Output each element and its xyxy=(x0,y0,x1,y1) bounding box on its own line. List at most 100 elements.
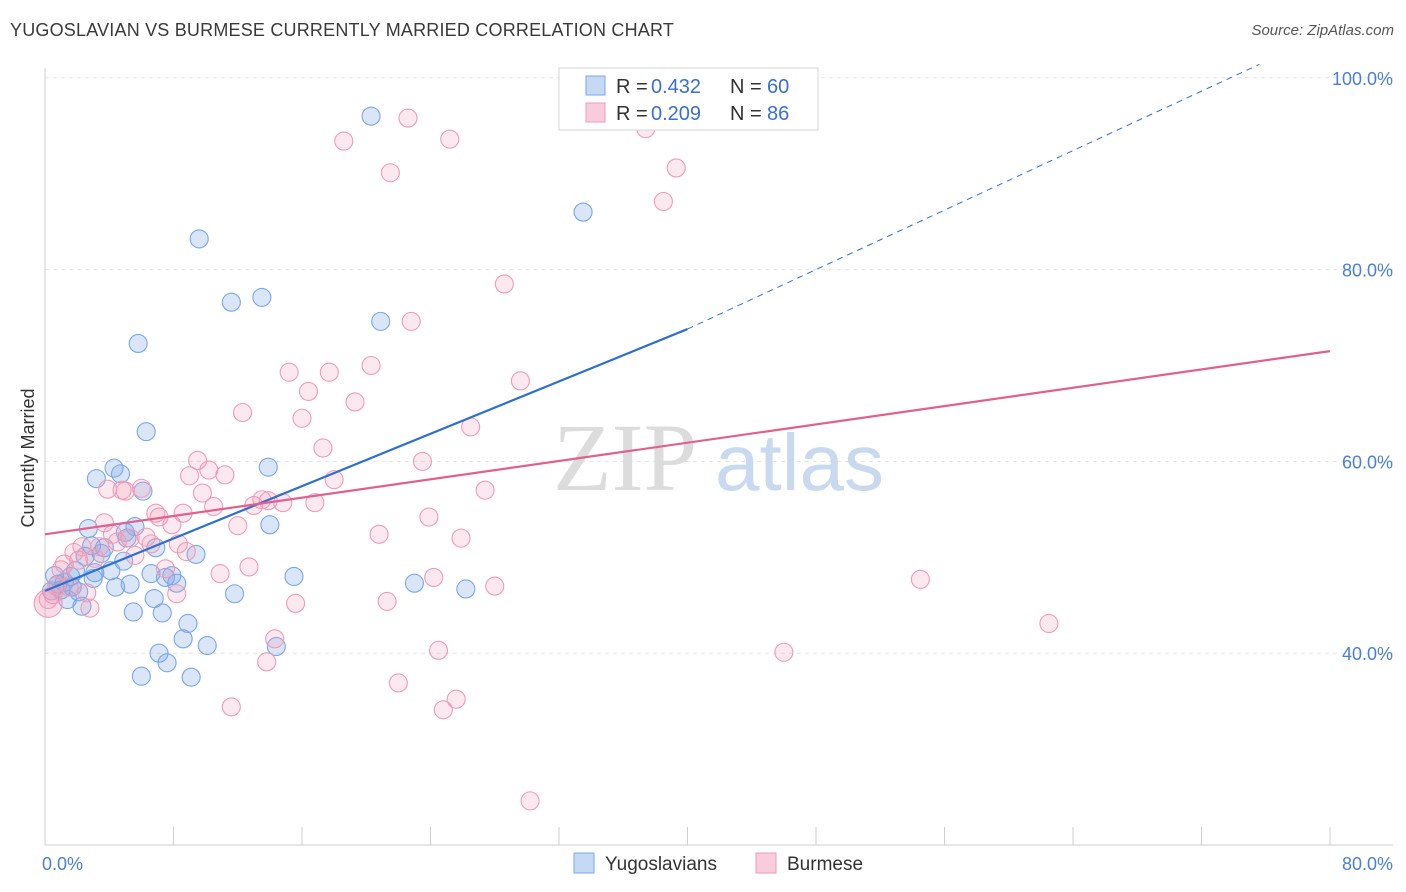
watermark-zip: ZIP xyxy=(553,404,697,511)
burmese-point-32 xyxy=(192,483,212,503)
legend-n-value-1: 60 xyxy=(767,76,789,98)
burmese-point-43 xyxy=(257,652,277,672)
burmese-trend-line xyxy=(44,350,1331,536)
legend-n-label-2: N = xyxy=(730,103,762,125)
yugoslavian-point-55 xyxy=(573,202,593,222)
burmese-point-58 xyxy=(377,591,397,611)
burmese-point-49 xyxy=(298,381,318,401)
burmese-point-85 xyxy=(424,567,444,587)
y-tick-label-1: 60.0% xyxy=(1342,452,1393,472)
yugoslavian-point-20 xyxy=(110,464,131,484)
yugoslavian-point-27 xyxy=(131,666,151,686)
legend-r-label-1: R = xyxy=(616,76,648,98)
burmese-point-47 xyxy=(286,593,306,613)
burmese-point-15 xyxy=(107,532,127,552)
burmese-point-17 xyxy=(115,481,135,501)
yugoslavian-point-37 xyxy=(167,573,187,593)
burmese-point-81 xyxy=(1039,613,1059,634)
legend-bottom: Yugoslavians Burmese xyxy=(573,852,863,875)
burmese-point-64 xyxy=(419,507,439,527)
burmese-point-36 xyxy=(215,465,235,485)
yugoslavian-point-46 xyxy=(252,287,272,307)
yugoslavian-point-54 xyxy=(456,579,476,599)
burmese-point-66 xyxy=(433,700,453,720)
watermark-atlas: atlas xyxy=(715,418,884,507)
watermark: ZIP atlas xyxy=(553,404,884,511)
yugoslavian-point-52 xyxy=(371,311,391,331)
yugoslavian-point-44 xyxy=(221,292,241,312)
yugoslavian-point-29 xyxy=(136,422,156,442)
yugoslavian-point-42 xyxy=(189,229,209,249)
yugoslavian-point-51 xyxy=(361,106,381,126)
burmese-point-79 xyxy=(774,642,794,662)
burmese-point-20 xyxy=(131,478,151,498)
burmese-point-52 xyxy=(319,362,339,382)
burmese-point-60 xyxy=(388,673,408,693)
yugoslavian-point-39 xyxy=(178,613,198,634)
burmese-point-21 xyxy=(136,527,156,547)
burmese-point-56 xyxy=(361,355,381,376)
burmese-point-80 xyxy=(910,569,930,589)
burmese-point-73 xyxy=(494,274,514,294)
burmese-point-11 xyxy=(90,537,110,557)
burmese-point-48 xyxy=(292,408,312,428)
bottom-legend-burmese: Burmese xyxy=(787,854,863,875)
burmese-point-38 xyxy=(228,516,248,536)
burmese-point-35 xyxy=(210,564,230,584)
x-tick-labels: 0.0% 80.0% xyxy=(42,854,1393,874)
y-tick-labels: 40.0% 60.0% 80.0% 100.0% xyxy=(1332,69,1393,664)
yugoslavian-trend-line xyxy=(44,328,688,592)
y-tick-label-3: 100.0% xyxy=(1332,69,1393,89)
yugoslavian-point-48 xyxy=(260,515,280,535)
burmese-point-25 xyxy=(155,559,176,579)
yugoslavian-point-31 xyxy=(144,588,164,609)
legend-swatch-burmese xyxy=(585,102,606,123)
legend-swatch-yugoslavians xyxy=(585,75,606,96)
yugoslavian-point-40 xyxy=(181,667,201,687)
burmese-point-37 xyxy=(221,697,241,717)
burmese-point-large xyxy=(33,588,63,618)
bottom-legend-swatch-yugoslavians xyxy=(573,852,595,874)
x-tick-label-0: 0.0% xyxy=(42,854,83,874)
yugoslavian-point-23 xyxy=(120,574,140,594)
burmese-point-69 xyxy=(451,528,471,548)
yugoslavian-point-43 xyxy=(197,635,217,656)
yugoslavian-point-34 xyxy=(152,603,172,623)
yugoslavian-point-24 xyxy=(123,602,143,622)
burmese-point-54 xyxy=(334,131,354,151)
burmese-point-55 xyxy=(345,392,365,412)
bottom-legend-yugoslavians: Yugoslavians xyxy=(605,854,717,875)
legend-top: R = 0.432 N = 60 R = 0.209 N = 86 xyxy=(558,67,819,131)
axes xyxy=(44,68,1393,846)
burmese-point-75 xyxy=(520,791,540,811)
yugoslavian-point-47 xyxy=(258,457,278,477)
source-label: Source: ZipAtlas.com xyxy=(1251,22,1394,39)
trend-lines xyxy=(44,63,1331,592)
burmese-point-39 xyxy=(233,402,253,423)
burmese-point-29 xyxy=(176,541,196,562)
burmese-point-3 xyxy=(51,560,71,580)
burmese-point-59 xyxy=(380,163,400,183)
burmese-point-62 xyxy=(401,311,421,331)
legend-n-label-1: N = xyxy=(730,76,762,98)
burmese-point-77 xyxy=(653,191,673,212)
burmese-point-57 xyxy=(369,524,389,544)
burmese-point-33 xyxy=(199,460,219,480)
burmese-point-51 xyxy=(313,438,333,458)
burmese-point-46 xyxy=(279,362,299,382)
yugoslavian-point-53 xyxy=(404,573,424,593)
legend-n-value-2: 86 xyxy=(767,103,789,125)
yugoslavian-point-30 xyxy=(141,564,161,584)
legend-r-label-2: R = xyxy=(616,103,648,125)
burmese-point-31 xyxy=(188,450,208,470)
burmese-point-71 xyxy=(475,480,495,500)
burmese-point-10 xyxy=(85,548,105,568)
x-tick-label-1: 80.0% xyxy=(1342,854,1393,874)
yugoslavian-point-45 xyxy=(224,584,245,604)
burmese-point-65 xyxy=(428,640,449,660)
burmese-point-68 xyxy=(446,689,466,709)
data-points xyxy=(33,106,1059,811)
burmese-point-67 xyxy=(440,129,460,149)
burmese-point-34 xyxy=(204,496,224,517)
